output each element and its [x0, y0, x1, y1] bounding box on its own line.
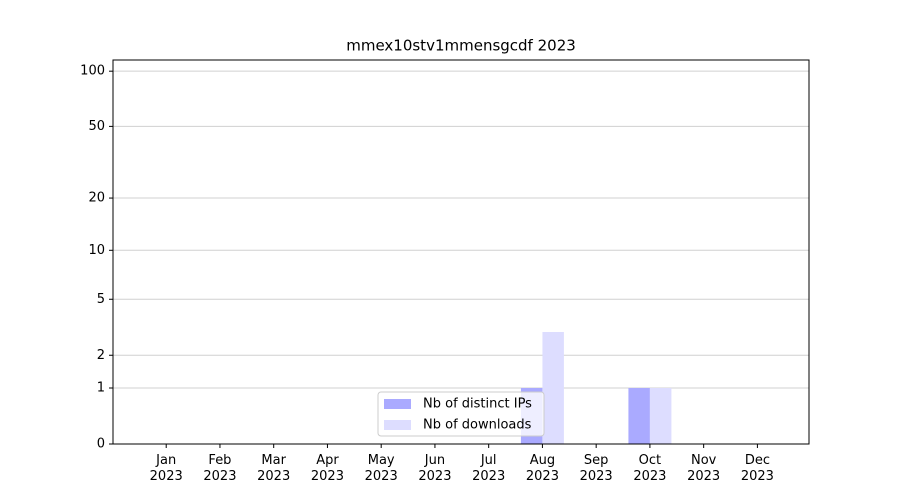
x-tick-label: Dec 2023 [740, 453, 774, 484]
chart-title: mmex10stv1mmensgcdf 2023 [346, 37, 576, 55]
x-tick-label: Apr 2023 [310, 453, 344, 484]
y-tick-label: 10 [88, 243, 105, 258]
x-tick-label: Jul 2023 [472, 453, 506, 484]
legend-label: Nb of downloads [423, 418, 532, 433]
legend-swatch [384, 420, 411, 430]
legend-swatch [384, 399, 411, 409]
x-tick-label: Jun 2023 [418, 453, 452, 484]
x-tick-label: Mar 2023 [257, 453, 291, 484]
y-tick-label: 100 [80, 64, 105, 79]
legend-box [377, 391, 545, 437]
x-tick-label: Sep 2023 [579, 453, 613, 484]
y-tick-label: 1 [97, 381, 105, 396]
legend-label: Nb of distinct IPs [423, 397, 532, 412]
y-tick-label: 2 [97, 348, 105, 363]
plot-frame [112, 59, 810, 445]
x-tick-label: Aug 2023 [525, 453, 559, 484]
bar [542, 332, 564, 444]
y-tick-label: 0 [97, 437, 105, 452]
y-tick-label: 20 [88, 191, 105, 206]
y-tick-label: 50 [88, 119, 105, 134]
x-tick-label: May 2023 [364, 453, 398, 484]
y-tick-label: 5 [97, 292, 105, 307]
bar [628, 388, 650, 444]
bar [649, 388, 672, 444]
x-tick-label: Nov 2023 [687, 453, 721, 484]
x-tick-label: Feb 2023 [203, 453, 237, 484]
x-tick-label: Jan 2023 [149, 453, 183, 484]
x-tick-label: Oct 2023 [633, 453, 667, 484]
